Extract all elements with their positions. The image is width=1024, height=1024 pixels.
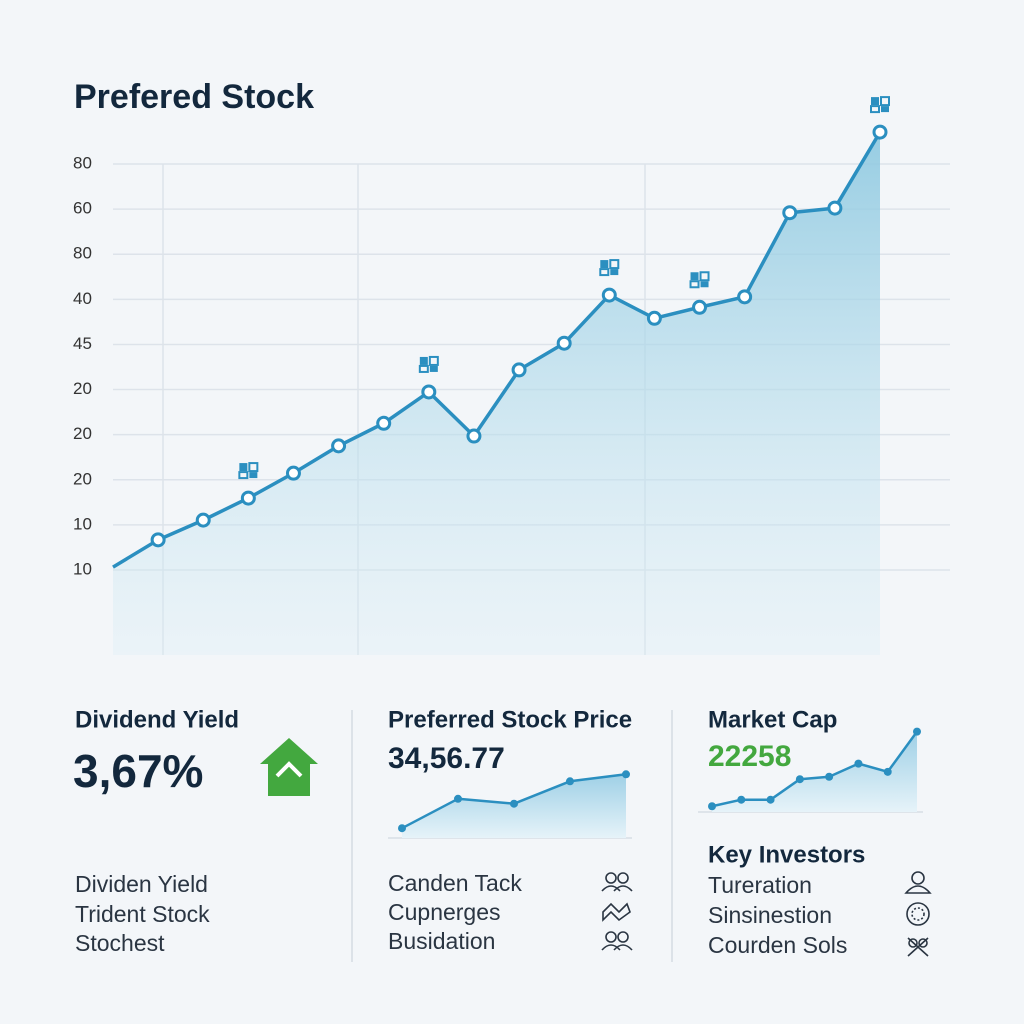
card-value: 22258 [708,740,791,773]
y-tick-label: 10 [73,514,92,533]
point [566,777,574,786]
icon-part [429,365,438,372]
area [712,731,917,812]
marker-icon [599,259,620,277]
point [825,772,834,781]
y-tick-label: 20 [73,424,92,443]
y-tick-label: 10 [73,559,92,578]
card-title: Preferred Stock Price [388,706,632,733]
point [510,799,518,808]
chart-title: Prefered Stock [74,78,314,116]
list-item: Stochest [75,930,165,956]
icon-part [610,269,619,276]
icon-part [871,97,879,106]
list-item: Canden Tack [388,870,522,896]
point [376,415,392,431]
point [795,775,804,784]
list-icons [601,871,932,957]
marker-icon [238,462,259,480]
list-item: Tureration [708,872,812,898]
point [646,310,662,326]
list-item: Busidation [388,928,495,954]
y-tick-label: 60 [73,199,92,218]
point [622,770,630,779]
point [556,335,572,351]
y-tick-label: 45 [73,334,92,353]
point [913,727,921,736]
icon-part [600,260,609,269]
icon-part [699,271,710,282]
icon-part [239,463,248,472]
icon-part [249,472,258,479]
point [398,824,406,833]
icon-part [880,96,890,107]
list-item: Dividen Yield [75,871,208,897]
icon-part [870,105,880,114]
point [331,438,347,454]
y-tick-label: 40 [73,289,92,308]
icon-part [689,280,700,289]
list-item: Courden Sols [708,932,847,958]
marker-icon [418,355,439,373]
point [708,802,716,811]
point [872,124,888,140]
list-item: Cupnerges [388,899,501,925]
icon-part [609,259,620,270]
point [601,287,617,303]
point [737,289,753,305]
icon-part [881,106,889,113]
point [737,795,746,804]
up-arrow-icon [260,738,318,796]
y-tick-label: 80 [73,153,92,172]
point [766,795,775,804]
point [692,299,708,315]
icon-part [418,364,429,373]
list-item: Sinsinestion [708,902,832,928]
point [454,794,462,803]
point [240,490,256,506]
icon-part [238,471,249,480]
y-tick-label: 20 [73,469,92,488]
y-tick-label: 20 [73,379,92,398]
point [782,205,798,221]
point [854,759,863,768]
icon-part [428,355,439,366]
area [113,132,880,656]
point [883,767,892,776]
marker-icon [689,271,710,289]
y-tick-label: 80 [73,244,92,263]
point [511,362,527,378]
icon-part [700,281,709,288]
card-value: 34,56.77 [388,742,505,775]
line [112,131,882,569]
point [421,384,437,400]
point [285,465,301,481]
icon-part [690,272,699,281]
list-item: Trident Stock [75,901,210,927]
point [466,428,482,444]
card-title: Market Cap [708,706,837,733]
point [195,512,211,528]
point [150,532,166,548]
icon-part [599,268,610,277]
point [827,200,843,216]
card-title: Key Investors [708,841,865,868]
card-value: 3,67% [73,745,203,797]
card-title: Dividend Yield [75,706,239,733]
icon-part [419,356,428,365]
icon-part [248,462,259,473]
line [711,730,919,808]
marker-icon [870,96,890,114]
